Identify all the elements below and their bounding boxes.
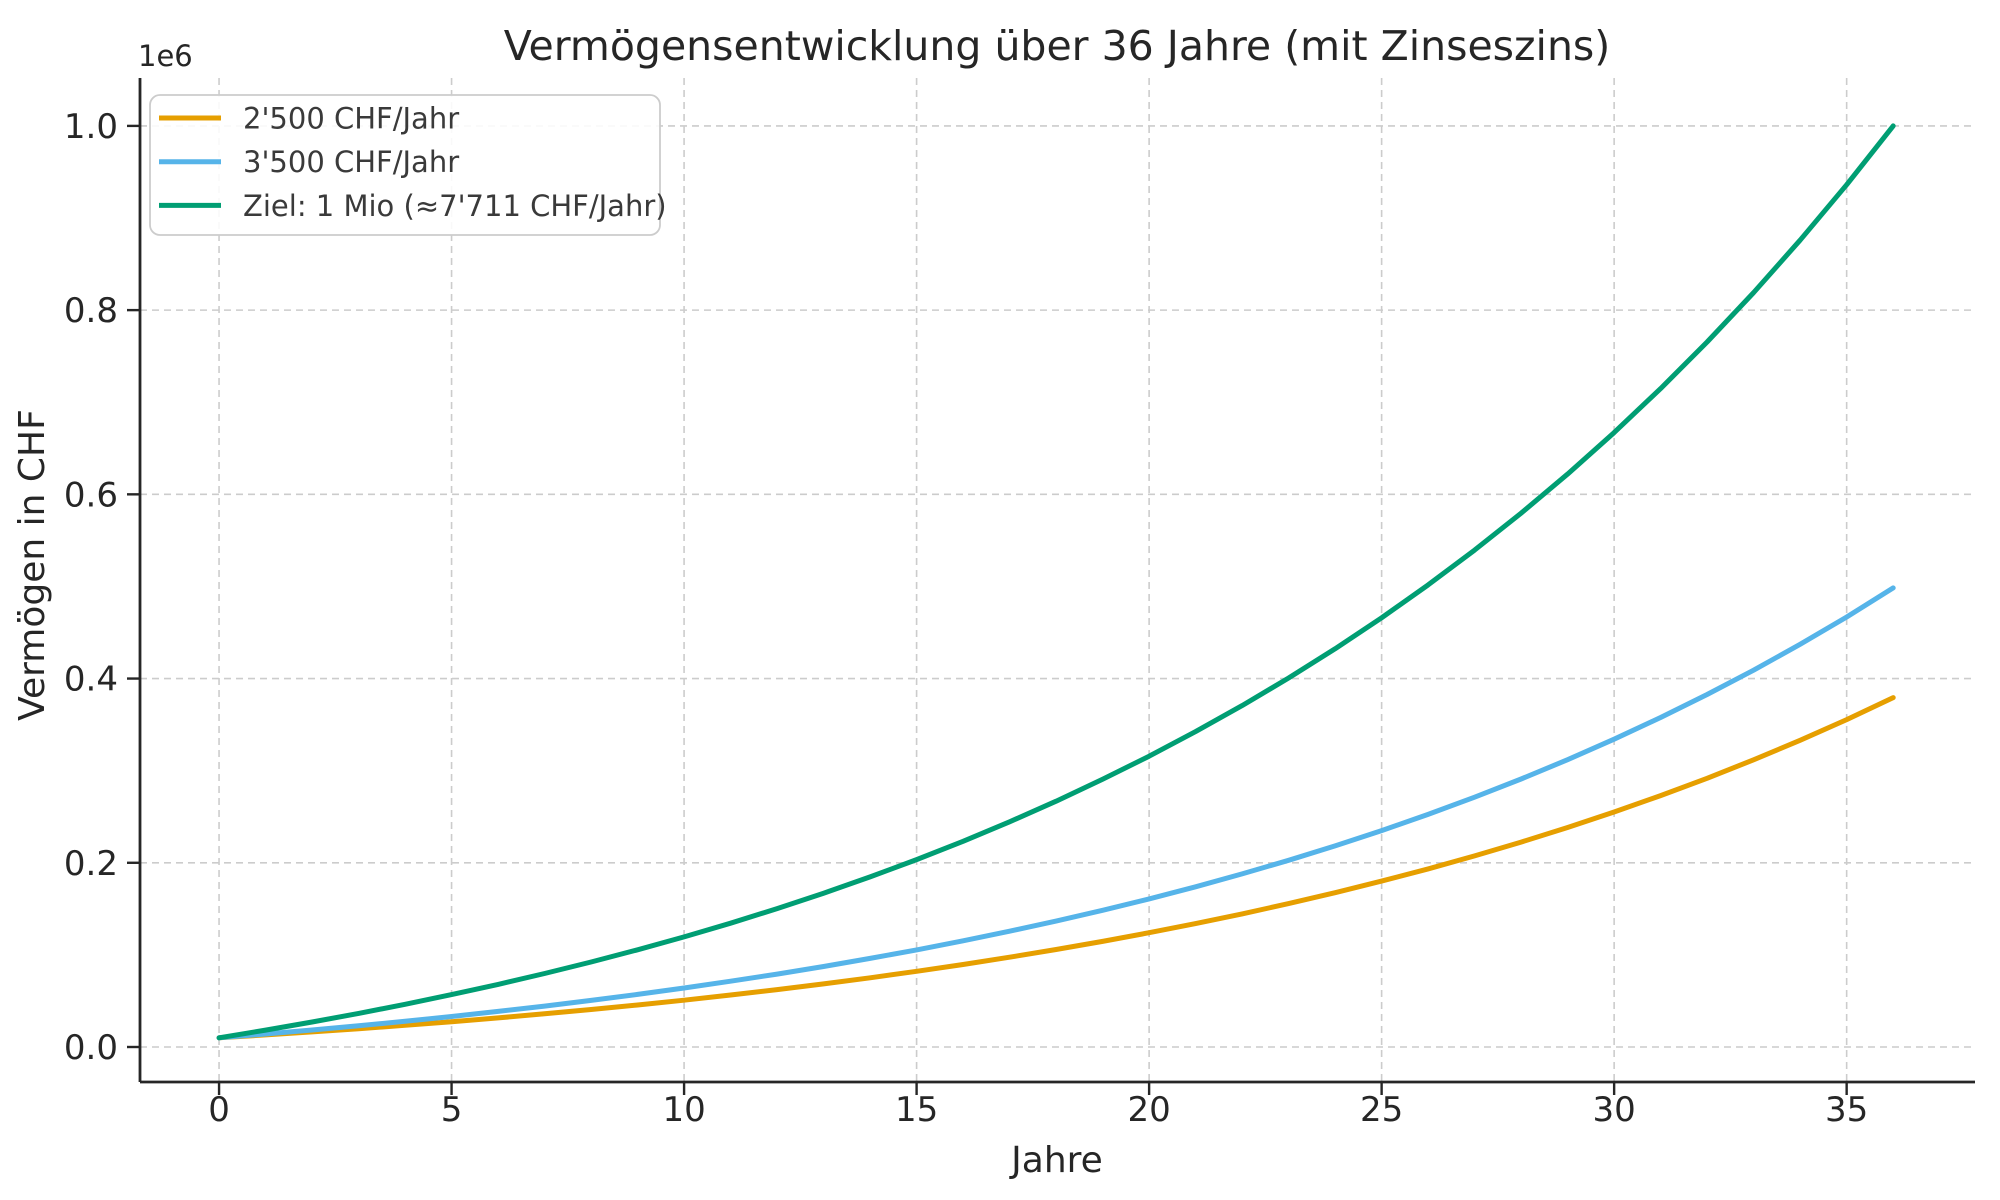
y-tick-label: 0.4 <box>64 660 118 700</box>
x-tick-label: 10 <box>662 1090 705 1130</box>
legend-label-2: Ziel: 1 Mio (≈7'711 CHF/Jahr) <box>243 189 667 223</box>
legend: 2'500 CHF/Jahr 3'500 CHF/Jahr Ziel: 1 Mio … <box>149 94 667 236</box>
y-tick-label: 0.0 <box>64 1028 118 1068</box>
x-tick-label: 0 <box>208 1090 230 1130</box>
y-axis-label: Vermögen in CHF <box>12 409 53 721</box>
x-tick-label: 35 <box>1825 1090 1868 1130</box>
axis-layer: 0 5 10 15 20 25 30 35 0.0 0.2 0.4 0.6 0.8 1.0 <box>64 78 1975 1130</box>
x-tick-label: 20 <box>1127 1090 1170 1130</box>
x-tick-label: 15 <box>895 1090 938 1130</box>
chart-title: Vermögensentwicklung über 36 Jahre (mit … <box>504 22 1611 70</box>
legend-label-0: 2'500 CHF/Jahr <box>243 102 459 136</box>
series-layer <box>216 123 1896 1041</box>
y-tick-label: 0.6 <box>64 475 118 515</box>
x-tick-label: 25 <box>1360 1090 1403 1130</box>
x-tick-label: 30 <box>1593 1090 1636 1130</box>
legend-label-1: 3'500 CHF/Jahr <box>243 145 459 179</box>
x-tick-label: 5 <box>441 1090 463 1130</box>
x-axis-label: Jahre <box>1009 1140 1103 1181</box>
series-line-2 <box>216 123 1896 1041</box>
y-tick-label: 0.2 <box>64 844 118 884</box>
y-tick-label: 0.8 <box>64 291 118 331</box>
legend-box <box>149 94 661 236</box>
y-offset-label: 1e6 <box>138 39 193 73</box>
series-line-1 <box>216 585 1896 1041</box>
y-tick-label: 1.0 <box>64 107 118 147</box>
series-line-0 <box>216 695 1896 1041</box>
